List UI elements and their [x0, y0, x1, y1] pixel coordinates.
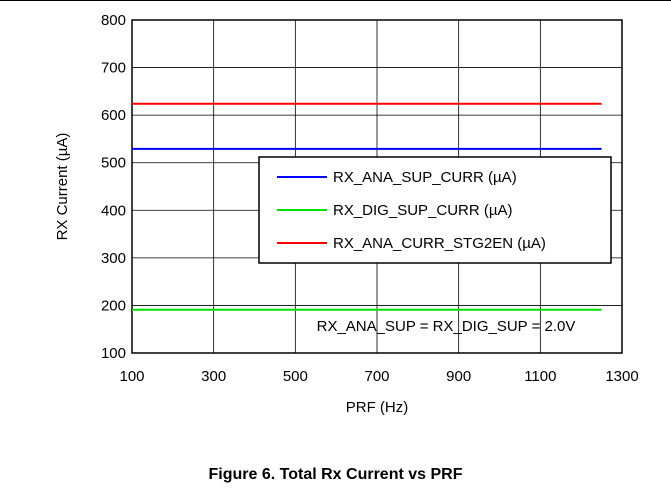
legend-label-rx-ana-curr-stg2en: RX_ANA_CURR_STG2EN (µA): [333, 235, 546, 252]
figure-caption: Figure 6. Total Rx Current vs PRF: [208, 466, 463, 483]
y-tick-label: 400: [101, 202, 126, 219]
x-tick-label: 900: [446, 368, 471, 385]
y-tick-label: 100: [101, 345, 126, 362]
legend-label-rx-ana-sup-curr: RX_ANA_SUP_CURR (µA): [333, 169, 517, 186]
legend-label-rx-dig-sup-curr: RX_DIG_SUP_CURR (µA): [333, 202, 513, 219]
x-tick-label: 300: [201, 368, 226, 385]
x-tick-label: 1300: [605, 368, 638, 385]
y-tick-label: 500: [101, 155, 126, 172]
y-tick-label: 200: [101, 297, 126, 314]
y-tick-label: 300: [101, 250, 126, 267]
y-axis-label: RX Current (µA): [54, 133, 71, 241]
y-tick-label: 800: [101, 12, 126, 29]
x-axis-label: PRF (Hz): [346, 399, 409, 416]
top-rule: [0, 0, 671, 1]
y-tick-labels: 100 200 300 400 500 600 700 800: [101, 12, 126, 362]
legend: RX_ANA_SUP_CURR (µA) RX_DIG_SUP_CURR (µA…: [258, 156, 612, 264]
x-tick-labels: 100 300 500 700 900 1100 1300: [119, 368, 638, 385]
series-layer: [132, 102, 602, 311]
x-tick-label: 700: [364, 368, 389, 385]
chart: 100 200 300 400 500 600 700 800 100 300 500 700 900…: [54, 12, 639, 416]
plot-area: [131, 19, 623, 354]
supply-voltage-annotation: RX_ANA_SUP = RX_DIG_SUP = 2.0V: [317, 318, 576, 335]
x-tick-label: 100: [119, 368, 144, 385]
y-tick-label: 700: [101, 60, 126, 77]
y-tick-label: 600: [101, 107, 126, 124]
x-tick-label: 500: [283, 368, 308, 385]
x-tick-label: 1100: [524, 368, 556, 385]
